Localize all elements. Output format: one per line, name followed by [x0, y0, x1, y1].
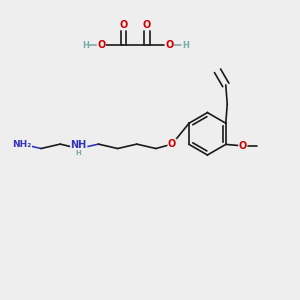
Text: NH: NH	[70, 140, 87, 150]
Text: H: H	[82, 41, 89, 50]
Text: O: O	[97, 40, 106, 50]
Text: O: O	[165, 40, 173, 50]
Text: O: O	[239, 141, 247, 151]
Text: NH₂: NH₂	[12, 140, 32, 148]
Text: H: H	[76, 150, 82, 156]
Text: O: O	[119, 20, 128, 30]
Text: H: H	[182, 41, 189, 50]
Text: O: O	[168, 139, 176, 149]
Text: O: O	[143, 20, 151, 30]
